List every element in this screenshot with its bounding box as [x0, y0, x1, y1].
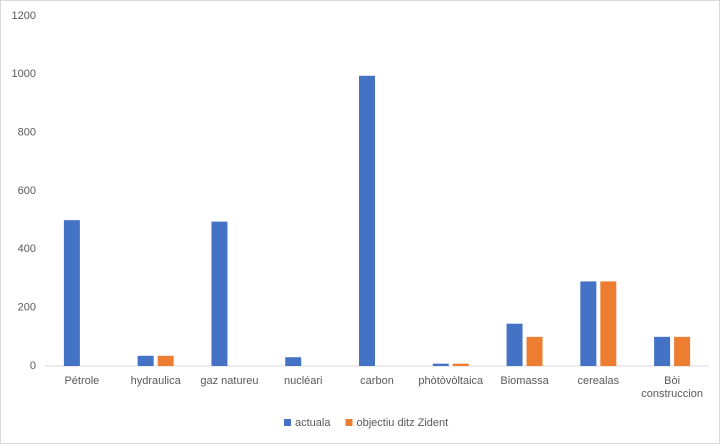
x-tick-label: gaz natureu [200, 375, 259, 387]
legend-label: objectiu ditz Zident [356, 417, 448, 429]
bar [63, 220, 80, 366]
x-tick-label: hydraulica [130, 375, 181, 387]
bar [506, 323, 523, 366]
bar [654, 336, 671, 366]
y-tick-label: 800 [18, 127, 36, 139]
bar [580, 281, 597, 366]
bar [526, 336, 543, 366]
x-tick-label: Biomassa [500, 375, 549, 387]
y-tick-label: 200 [18, 302, 36, 314]
bar [674, 336, 691, 366]
bar [211, 221, 228, 366]
y-tick-label: 600 [18, 185, 36, 197]
y-tick-label: 400 [18, 243, 36, 255]
bar [285, 357, 302, 366]
x-tick-label: cerealas [577, 375, 620, 387]
x-tick-label: Pétrole [64, 375, 100, 387]
y-tick-label: 0 [30, 360, 36, 372]
y-tick-label: 1000 [12, 68, 36, 80]
bar [157, 355, 174, 366]
x-tick-label: nucléari [283, 375, 323, 387]
x-tick-label: Bòi construccion [641, 375, 703, 400]
bar [432, 363, 449, 366]
bar [359, 75, 375, 367]
legend-swatch [345, 419, 353, 426]
legend-label: actuala [295, 417, 331, 429]
bar [452, 363, 469, 366]
legend-swatch [284, 419, 291, 426]
x-tick-label: phòtòvòltaica [418, 375, 484, 387]
x-tick-label: carbon [360, 375, 394, 387]
bar [600, 281, 617, 366]
y-tick-label: 1200 [12, 10, 36, 22]
bar [137, 355, 154, 366]
